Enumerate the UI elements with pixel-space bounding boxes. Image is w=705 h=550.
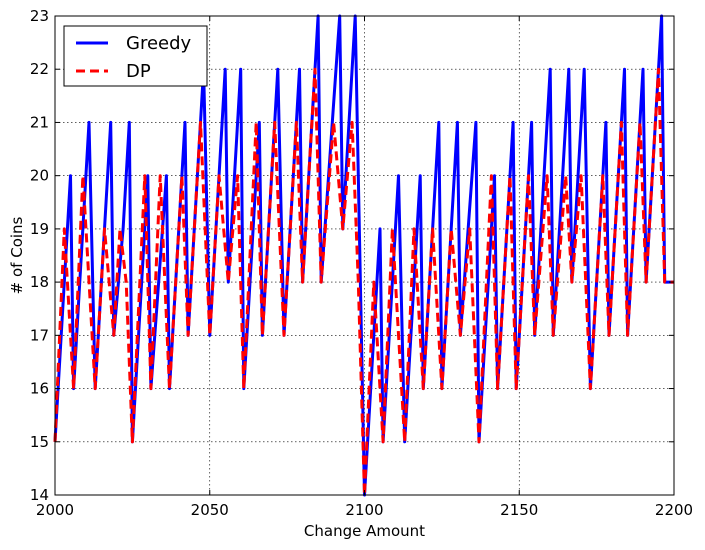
- y-tick-label: 17: [30, 326, 49, 344]
- x-tick-label: 2100: [345, 501, 383, 519]
- legend-box: [63, 25, 208, 87]
- legend: Greedy DP: [63, 25, 208, 87]
- x-tick-label: 2150: [500, 501, 538, 519]
- y-tick-label: 22: [30, 60, 49, 78]
- x-axis-label: Change Amount: [304, 522, 425, 540]
- y-axis-label: # of Coins: [8, 216, 26, 294]
- y-tick-label: 14: [30, 486, 49, 504]
- x-tick-label: 2000: [36, 501, 74, 519]
- series-line-dp: [53, 67, 674, 497]
- x-tick-label: 2050: [191, 501, 229, 519]
- legend-label-greedy: Greedy: [126, 33, 192, 54]
- y-tick-label: 20: [30, 167, 49, 185]
- legend-label-dp: DP: [126, 61, 151, 82]
- y-tick-label: 18: [30, 273, 49, 291]
- series-lines: [53, 14, 674, 497]
- y-tick-label: 15: [30, 433, 49, 451]
- axis-ticks: 2000 2050 2100 2150 2200 14 15 16 17 18 19 20 21 22 23: [30, 7, 693, 519]
- y-tick-label: 23: [30, 7, 49, 25]
- y-tick-label: 21: [30, 113, 49, 131]
- y-tick-label: 16: [30, 380, 49, 398]
- y-tick-label: 19: [30, 220, 49, 238]
- x-tick-label: 2200: [655, 501, 693, 519]
